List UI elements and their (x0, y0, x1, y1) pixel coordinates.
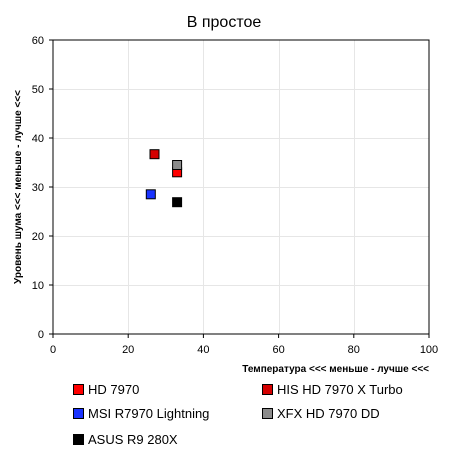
data-point-asus-r9-280x (172, 197, 183, 208)
chart-title: В простое (187, 14, 262, 31)
data-point-msi-r7970-lightning (145, 189, 156, 200)
legend-item-his-hd-7970-x-turbo: HIS HD 7970 X Turbo (262, 382, 403, 397)
legend-label-xfx-hd-7970-dd: XFX HD 7970 DD (277, 406, 380, 421)
legend-label-his-hd-7970-x-turbo: HIS HD 7970 X Turbo (277, 382, 403, 397)
legend-swatch-msi-r7970-lightning (73, 408, 84, 419)
legend-swatch-hd-7970 (73, 384, 84, 395)
data-point-xfx-hd-7970-dd (172, 160, 183, 170)
x-axis-label: Температура <<< меньше - лучше <<< (242, 364, 429, 375)
legend-item-hd-7970: HD 7970 (73, 382, 139, 397)
legend-item-msi-r7970-lightning: MSI R7970 Lightning (73, 406, 209, 421)
y-tick-label: 10 (32, 280, 44, 292)
y-tick-label: 50 (32, 84, 44, 96)
y-axis-label: Уровень шума <<< меньше - лучше <<< (13, 90, 24, 284)
legend-swatch-asus-r9-280x (73, 434, 84, 445)
legend-swatch-his-hd-7970-x-turbo (262, 384, 273, 395)
data-point-his-hd-7970-x-turbo (149, 149, 160, 160)
grid (53, 40, 429, 334)
data-points (145, 149, 183, 208)
y-axis-ticks: 0 10 20 30 40 50 60 (32, 35, 53, 341)
x-tick-label: 100 (420, 344, 438, 356)
legend-label-msi-r7970-lightning: MSI R7970 Lightning (88, 406, 210, 421)
x-tick-label: 80 (348, 344, 360, 356)
legend-item-xfx-hd-7970-dd: XFX HD 7970 DD (262, 406, 380, 421)
x-tick-label: 0 (50, 344, 56, 356)
y-tick-label: 20 (32, 231, 44, 243)
chart: В простое 0 20 40 60 80 100 0 10 20 30 40 50 60 Тем… (13, 14, 438, 375)
legend: HD 7970 HIS HD 7970 X Turbo MSI R7970 Li… (0, 376, 449, 454)
x-tick-label: 20 (122, 344, 134, 356)
y-tick-label: 30 (32, 182, 44, 194)
x-tick-label: 40 (197, 344, 209, 356)
y-tick-label: 60 (32, 35, 44, 47)
legend-item-asus-r9-280x: ASUS R9 280X (73, 432, 178, 447)
y-tick-label: 0 (38, 329, 44, 341)
y-tick-label: 40 (32, 133, 44, 145)
legend-label-asus-r9-280x: ASUS R9 280X (88, 432, 178, 447)
legend-swatch-xfx-hd-7970-dd (262, 408, 273, 419)
x-tick-label: 60 (272, 344, 284, 356)
legend-label-hd-7970: HD 7970 (88, 382, 140, 397)
x-axis-ticks: 0 20 40 60 80 100 (50, 334, 438, 356)
